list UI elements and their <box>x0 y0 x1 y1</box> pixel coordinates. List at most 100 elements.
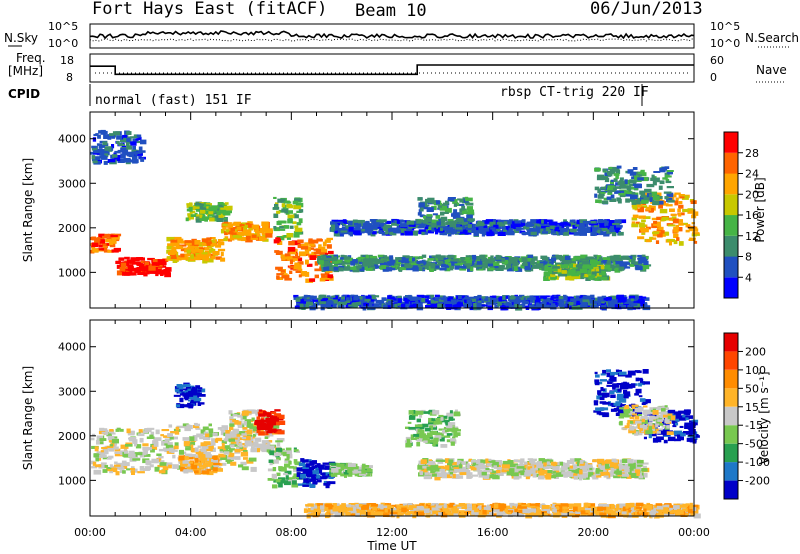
heatmap-cell <box>591 231 598 236</box>
heatmap-cell <box>565 301 569 305</box>
heatmap-cell <box>209 248 216 253</box>
heatmap-cell <box>601 200 609 205</box>
heatmap-cell <box>421 423 429 428</box>
heatmap-cell <box>202 426 209 431</box>
heatmap-cell <box>347 468 352 473</box>
heatmap-cell <box>314 268 322 272</box>
heatmap-cell <box>298 257 303 262</box>
heatmap-cell <box>430 303 439 308</box>
heatmap-cell <box>272 467 277 472</box>
heatmap-cell <box>320 472 326 476</box>
heatmap-cell <box>156 453 162 456</box>
heatmap-cell <box>418 231 424 235</box>
heatmap-cell <box>546 263 552 267</box>
heatmap-cell <box>630 254 637 258</box>
heatmap-cell <box>454 265 461 270</box>
heatmap-cell <box>348 230 352 236</box>
heatmap-cell <box>519 294 525 298</box>
heatmap-cell <box>629 255 636 261</box>
heatmap-cell <box>567 258 575 263</box>
heatmap-cell <box>201 242 207 246</box>
heatmap-cell <box>284 450 293 455</box>
heatmap-cell <box>193 425 200 429</box>
heatmap-cell <box>358 266 365 272</box>
heatmap-cell <box>369 219 378 222</box>
heatmap-cell <box>107 249 114 253</box>
heatmap-cell <box>607 185 615 190</box>
heatmap-cell <box>546 265 551 268</box>
colorbar-swatch <box>724 173 738 195</box>
heatmap-cell <box>541 301 547 304</box>
heatmap-cell <box>659 180 665 185</box>
heatmap-cell <box>569 275 575 281</box>
heatmap-cell <box>345 300 350 303</box>
heatmap-cell <box>430 299 435 305</box>
heatmap-cell <box>177 238 182 244</box>
heatmap-cell <box>153 438 158 442</box>
heatmap-cell <box>154 437 162 441</box>
heatmap-cell <box>584 273 592 278</box>
heatmap-cell <box>476 267 484 271</box>
heatmap-cell <box>261 440 269 444</box>
heatmap-cell <box>206 447 213 452</box>
heatmap-cell <box>534 298 541 303</box>
heatmap-cell <box>549 221 558 226</box>
heatmap-cell <box>116 135 124 140</box>
heatmap-cell <box>199 457 208 461</box>
heatmap-cell <box>327 250 334 255</box>
heatmap-cell <box>693 240 698 244</box>
heatmap-cell <box>272 484 278 489</box>
heatmap-cell <box>530 231 537 236</box>
heatmap-cell <box>535 303 543 307</box>
heatmap-cell <box>185 217 189 222</box>
heatmap-cell <box>586 295 593 298</box>
heatmap-cell <box>191 248 198 253</box>
heatmap-cell <box>90 151 95 155</box>
heatmap-cell <box>111 432 116 435</box>
heatmap-cell <box>112 131 120 136</box>
heatmap-cell <box>103 151 109 154</box>
heatmap-cell <box>454 219 463 223</box>
heatmap-cell <box>428 262 435 267</box>
heatmap-cell <box>677 208 681 212</box>
heatmap-cell <box>219 213 224 217</box>
heatmap-cell <box>166 462 173 466</box>
heatmap-cell <box>391 222 399 226</box>
heatmap-cell <box>458 258 466 263</box>
heatmap-cell <box>467 209 475 215</box>
heatmap-cell <box>467 218 475 222</box>
heatmap-cell <box>209 217 215 222</box>
heatmap-cell <box>432 300 439 305</box>
heatmap-cell <box>566 225 570 230</box>
heatmap-cell <box>351 302 359 307</box>
heatmap-cell <box>174 388 179 392</box>
heatmap-cell <box>256 236 261 241</box>
heatmap-cell <box>423 440 428 443</box>
heatmap-cell <box>203 252 211 257</box>
heatmap-cell <box>352 230 361 235</box>
heatmap-cell <box>618 219 627 224</box>
heatmap-cell <box>118 143 123 146</box>
heatmap-cell <box>674 192 679 195</box>
heatmap-cell <box>162 465 169 471</box>
heatmap-cell <box>450 229 458 233</box>
heatmap-cell <box>320 476 327 480</box>
heatmap-cell <box>665 180 672 184</box>
heatmap-cell <box>204 250 211 254</box>
heatmap-cell <box>606 196 612 200</box>
heatmap-cell <box>142 446 150 451</box>
heatmap-cell <box>258 409 263 412</box>
heatmap-cell <box>545 226 554 230</box>
heatmap-cell <box>204 241 212 244</box>
heatmap-cell <box>189 256 194 261</box>
heatmap-cell <box>516 224 523 227</box>
heatmap-cell <box>385 220 394 224</box>
heatmap-cell <box>548 221 553 225</box>
heatmap-cell <box>598 228 604 233</box>
heatmap-cell <box>132 160 138 164</box>
heatmap-cell <box>230 436 238 440</box>
heatmap-cell <box>97 248 105 251</box>
heatmap-cell <box>106 445 114 448</box>
heatmap-cell <box>318 244 322 247</box>
heatmap-cell <box>108 455 114 459</box>
